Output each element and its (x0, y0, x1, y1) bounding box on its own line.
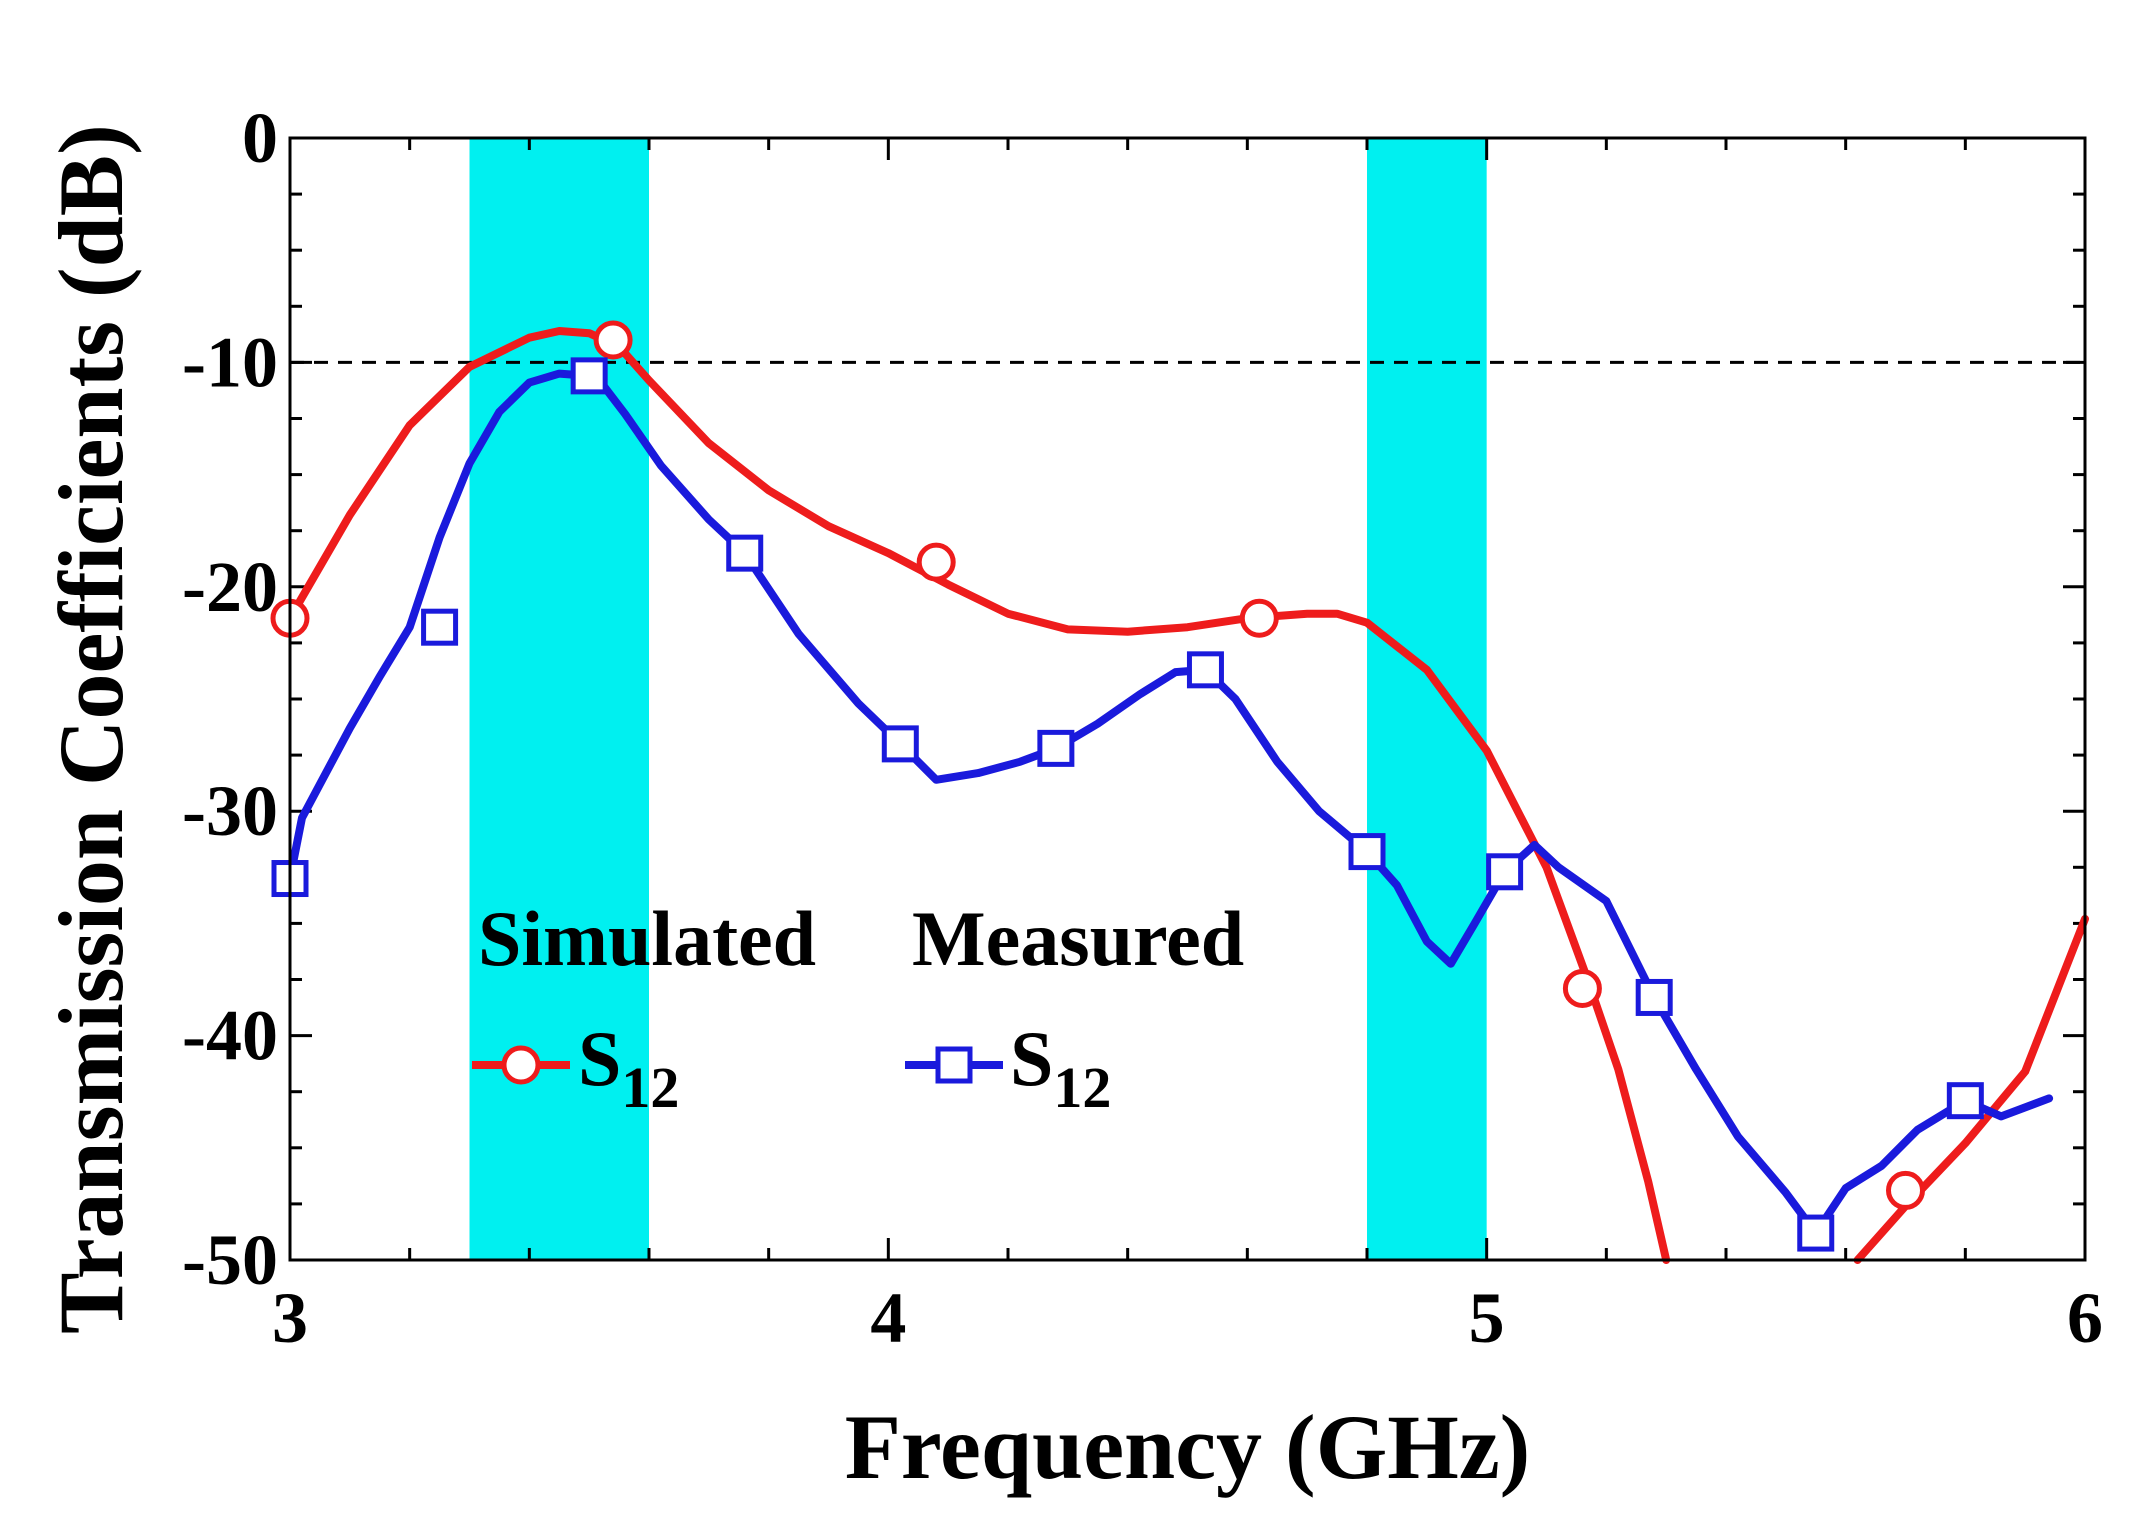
plot-frame (288, 136, 2087, 1262)
series-layer (270, 320, 2089, 1264)
data-point-marker (1186, 651, 1224, 689)
data-point-marker (1886, 1170, 1925, 1210)
data-point-marker (726, 534, 764, 572)
data-point-marker (1562, 968, 1602, 1008)
y-tick-label: -40 (182, 996, 278, 1076)
legend-swatch-measured (905, 1046, 1003, 1084)
y-tick-label: -30 (182, 771, 278, 851)
data-point-marker (570, 357, 608, 395)
series-line-segment-2 (1853, 914, 2089, 1264)
y-tick-labels: 0 -10 -20 -30 -40 -50 (182, 98, 278, 1300)
series-line (286, 327, 1671, 1264)
legend-swatch-marker (935, 1046, 973, 1084)
data-point-marker (1635, 978, 1673, 1016)
data-point-marker (1946, 1082, 1984, 1120)
series-measured (271, 357, 2054, 1252)
data-point-marker (1486, 853, 1524, 891)
legend-entry-simulated-subscript: 12 (621, 1055, 679, 1120)
legend-swatch-marker (501, 1045, 541, 1085)
legend-entry-measured-main: S (1010, 1015, 1053, 1102)
data-point-marker (881, 725, 919, 763)
shaded-band-2 (1367, 138, 1487, 1260)
data-point-marker (593, 320, 633, 360)
data-point-marker (916, 542, 956, 582)
y-tick-label: -20 (182, 547, 278, 627)
legend-title-measured: Measured (912, 895, 1244, 982)
x-tick-label: 3 (272, 1278, 308, 1358)
legend-swatch-simulated (472, 1045, 570, 1085)
legend-entry-measured: S12 (1010, 1015, 1111, 1120)
y-axis-title: Transmission Coefficients (dB) (40, 124, 142, 1334)
legend-entry-simulated-main: S (578, 1015, 621, 1102)
x-tick-label: 5 (1469, 1278, 1505, 1358)
series-simulated (270, 320, 2089, 1264)
legend: Simulated Measured S12 S12 (472, 895, 1244, 1120)
legend-title-simulated: Simulated (478, 895, 816, 982)
x-tick-label: 6 (2067, 1278, 2103, 1358)
y-tick-label: -10 (182, 322, 278, 402)
data-point-marker (1797, 1214, 1835, 1252)
x-axis-title: Frequency (GHz) (845, 1396, 1531, 1498)
data-point-marker (421, 608, 459, 646)
legend-entry-simulated: S12 (578, 1015, 679, 1120)
series-line (286, 369, 2054, 1238)
legend-entry-measured-subscript: 12 (1053, 1055, 1111, 1120)
x-tick-label: 4 (870, 1278, 906, 1358)
data-point-marker (1239, 598, 1279, 638)
y-tick-label: 0 (242, 98, 278, 178)
data-point-marker (1037, 729, 1075, 767)
x-tick-labels: 3 4 5 6 (272, 1278, 2103, 1358)
y-tick-label: -50 (182, 1220, 278, 1300)
data-point-marker (1348, 833, 1386, 871)
